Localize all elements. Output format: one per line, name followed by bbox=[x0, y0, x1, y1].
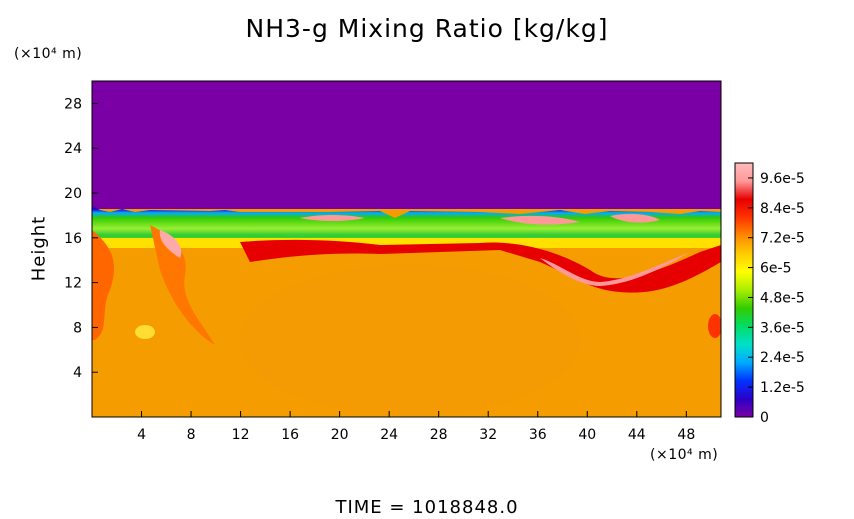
x-tick-label: 16 bbox=[281, 427, 299, 443]
x-axis-unit: (×10⁴ m) bbox=[650, 447, 719, 463]
y-tick-label: 12 bbox=[64, 276, 82, 292]
yellow-spot bbox=[135, 325, 155, 339]
left-pink-cell bbox=[159, 230, 182, 258]
x-tick-label: 24 bbox=[380, 427, 398, 443]
colorbar bbox=[734, 162, 754, 418]
x-tick-label: 48 bbox=[677, 427, 695, 443]
transition-band bbox=[92, 205, 721, 248]
colorbar-tick-label: 6e-5 bbox=[760, 261, 791, 277]
colorbar-tick-label: 8.4e-5 bbox=[760, 201, 805, 217]
colorbar-tick-label: 7.2e-5 bbox=[760, 231, 805, 247]
y-axis: 4 8 12 16 20 24 28 bbox=[64, 96, 98, 381]
colorbar-ticks: 9.6e-5 8.4e-5 7.2e-5 6e-5 4.8e-5 3.6e-5 2.4e-5… bbox=[748, 171, 805, 426]
right-edge-spot bbox=[708, 314, 721, 338]
x-tick-label: 4 bbox=[137, 427, 146, 443]
band-pink-cell-1 bbox=[300, 215, 365, 221]
y-axis-unit: (×10⁴ m) bbox=[14, 46, 83, 62]
band-yellow-edge bbox=[92, 238, 721, 248]
colorbar-tick-label: 1.2e-5 bbox=[760, 380, 805, 396]
time-footer: TIME = 1018848.0 bbox=[335, 497, 519, 518]
heatmap-field bbox=[92, 81, 721, 417]
x-tick-label: 28 bbox=[430, 427, 448, 443]
x-tick-label: 36 bbox=[529, 427, 547, 443]
colorbar-tick-label: 2.4e-5 bbox=[760, 350, 805, 366]
red-layer bbox=[240, 239, 721, 293]
x-tick-label: 44 bbox=[628, 427, 646, 443]
central-dome bbox=[240, 265, 580, 415]
pink-plume bbox=[540, 252, 690, 286]
y-tick-label: 4 bbox=[73, 365, 82, 381]
band-pink-cell-3 bbox=[610, 213, 660, 223]
colorbar-tick-label: 0 bbox=[760, 410, 769, 426]
y-tick-label: 24 bbox=[64, 141, 82, 157]
y-tick-label: 8 bbox=[73, 320, 82, 336]
left-plume bbox=[150, 225, 215, 345]
plot-frame bbox=[91, 80, 722, 418]
chart-title: NH3-g Mixing Ratio [kg/kg] bbox=[245, 14, 609, 43]
colorbar-tick-label: 3.6e-5 bbox=[760, 320, 805, 336]
band-pink-cell-2 bbox=[500, 215, 580, 225]
x-tick-label: 40 bbox=[578, 427, 596, 443]
y-tick-label: 28 bbox=[64, 96, 82, 112]
x-tick-label: 8 bbox=[187, 427, 196, 443]
x-tick-label: 20 bbox=[331, 427, 349, 443]
y-tick-label: 20 bbox=[64, 186, 82, 202]
upper-region-fill bbox=[92, 81, 721, 209]
y-tick-label: 16 bbox=[64, 231, 82, 247]
colorbar-tick-label: 9.6e-5 bbox=[760, 171, 805, 187]
x-tick-label: 32 bbox=[479, 427, 497, 443]
x-axis: 4 8 12 16 20 24 28 32 36 40 44 48 bbox=[137, 411, 695, 443]
x-tick-label: 12 bbox=[232, 427, 250, 443]
left-edge-plume bbox=[92, 230, 114, 340]
colorbar-tick-label: 4.8e-5 bbox=[760, 290, 805, 306]
